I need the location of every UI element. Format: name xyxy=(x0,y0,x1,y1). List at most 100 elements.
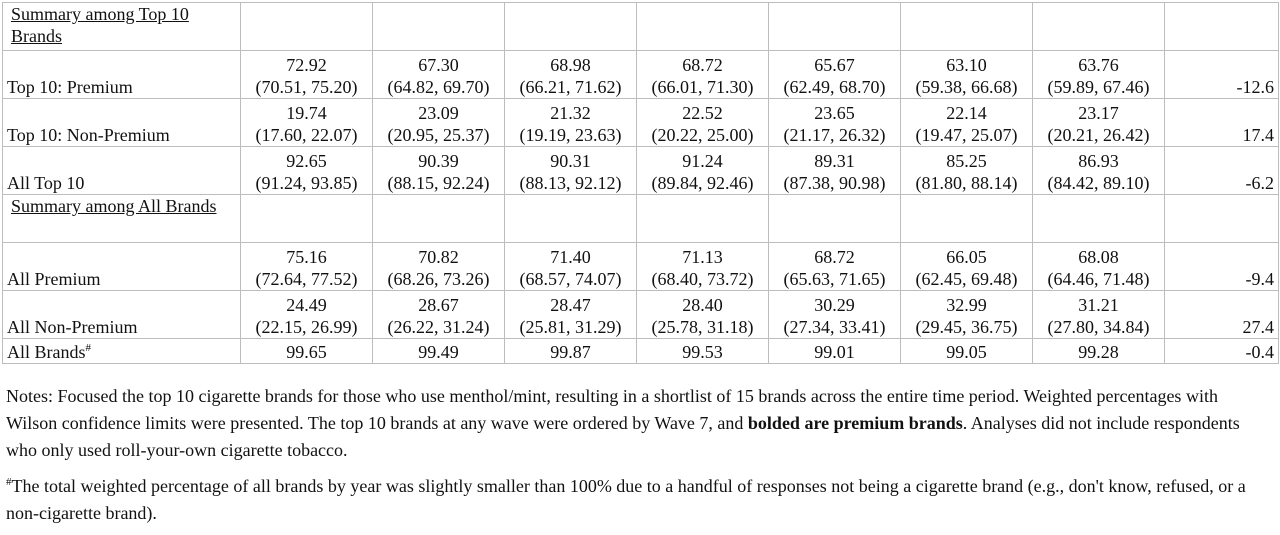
confidence-interval: (25.78, 31.18) xyxy=(651,317,754,337)
confidence-interval: (72.64, 77.52) xyxy=(255,269,358,289)
notes-bold-text: bolded are premium brands xyxy=(747,413,963,433)
estimate-value: 71.40 xyxy=(550,247,591,267)
empty-cell xyxy=(1032,2,1165,51)
confidence-interval: (70.51, 75.20) xyxy=(255,77,358,97)
confidence-interval: (29.45, 36.75) xyxy=(915,317,1018,337)
confidence-interval: (62.45, 69.48) xyxy=(915,269,1018,289)
value-cell: 75.16 (72.64, 77.52) xyxy=(240,242,373,291)
confidence-interval: (25.81, 31.29) xyxy=(519,317,622,337)
value-cell: 23.09 (20.95, 25.37) xyxy=(372,98,505,147)
notes-text-b: . Analyses did not include respondents w… xyxy=(6,413,1240,460)
confidence-interval: (20.22, 25.00) xyxy=(651,125,754,145)
estimate-value: 21.32 xyxy=(550,103,591,123)
value-cell: 24.49 (22.15, 26.99) xyxy=(240,290,373,339)
estimate-value: 31.21 xyxy=(1078,295,1119,315)
estimate-value: 23.17 xyxy=(1078,103,1119,123)
section-row: Summary among All Brands xyxy=(2,194,1279,243)
empty-cell xyxy=(900,194,1033,243)
confidence-interval: (68.57, 74.07) xyxy=(519,269,622,289)
change-cell: -12.6 xyxy=(1164,50,1279,99)
empty-cell xyxy=(240,2,373,51)
estimate-value: 75.16 xyxy=(286,247,327,267)
value-cell: 68.72 (66.01, 71.30) xyxy=(636,50,769,99)
row-label-cell: All Brands# xyxy=(2,338,241,364)
estimate-value: 92.65 xyxy=(286,151,327,171)
value-cell: 19.74 (17.60, 22.07) xyxy=(240,98,373,147)
estimate-value: 90.31 xyxy=(550,151,591,171)
confidence-interval: (89.84, 92.46) xyxy=(651,173,754,193)
value-cell: 30.29 (27.34, 33.41) xyxy=(768,290,901,339)
estimate-value: 68.72 xyxy=(814,247,855,267)
confidence-interval: (19.19, 23.63) xyxy=(519,125,622,145)
confidence-interval: (59.89, 67.46) xyxy=(1047,77,1150,97)
confidence-interval: (20.21, 26.42) xyxy=(1047,125,1150,145)
confidence-interval: (21.17, 26.32) xyxy=(783,125,886,145)
confidence-interval: (87.38, 90.98) xyxy=(783,173,886,193)
empty-cell xyxy=(240,194,373,243)
value-cell: 99.05 xyxy=(900,338,1033,364)
value-cell: 22.52 (20.22, 25.00) xyxy=(636,98,769,147)
value-cell: 99.87 xyxy=(504,338,637,364)
confidence-interval: (88.13, 92.12) xyxy=(519,173,622,193)
value-cell: 23.17 (20.21, 26.42) xyxy=(1032,98,1165,147)
estimate-value: 66.05 xyxy=(946,247,987,267)
change-cell: 27.4 xyxy=(1164,290,1279,339)
value-cell: 91.24 (89.84, 92.46) xyxy=(636,146,769,195)
value-cell: 72.92 (70.51, 75.20) xyxy=(240,50,373,99)
confidence-interval: (68.40, 73.72) xyxy=(651,269,754,289)
value-cell: 68.98 (66.21, 71.62) xyxy=(504,50,637,99)
section-label: Summary among Top 10 Brands xyxy=(11,4,189,46)
confidence-interval: (59.38, 66.68) xyxy=(915,77,1018,97)
empty-cell xyxy=(636,194,769,243)
empty-cell xyxy=(504,2,637,51)
estimate-value: 91.24 xyxy=(682,151,723,171)
summary-table-body: Summary among Top 10 Brands Top 10: Premi… xyxy=(2,2,1279,364)
confidence-interval: (84.42, 89.10) xyxy=(1047,173,1150,193)
estimate-value: 63.10 xyxy=(946,55,987,75)
estimate-value: 24.49 xyxy=(286,295,327,315)
change-cell: 17.4 xyxy=(1164,98,1279,147)
estimate-value: 22.52 xyxy=(682,103,723,123)
estimate-value: 23.09 xyxy=(418,103,459,123)
value-cell: 99.28 xyxy=(1032,338,1165,364)
confidence-interval: (20.95, 25.37) xyxy=(387,125,490,145)
confidence-interval: (81.80, 88.14) xyxy=(915,173,1018,193)
confidence-interval: (62.49, 68.70) xyxy=(783,77,886,97)
value-cell: 21.32 (19.19, 23.63) xyxy=(504,98,637,147)
empty-cell xyxy=(636,2,769,51)
footnote-mark: # xyxy=(6,476,12,488)
table-row: Top 10: Non-Premium 19.74 (17.60, 22.07) 23… xyxy=(2,98,1279,147)
estimate-value: 63.76 xyxy=(1078,55,1119,75)
table-row: All Non-Premium 24.49 (22.15, 26.99) 28.67(… xyxy=(2,290,1279,339)
value-cell: 99.65 xyxy=(240,338,373,364)
confidence-interval: (66.01, 71.30) xyxy=(651,77,754,97)
value-cell: 70.82 (68.26, 73.26) xyxy=(372,242,505,291)
table-row: All Brands# 99.65 99.49 99.87 99.53 99.01 99.0… xyxy=(2,338,1279,364)
row-label: Top 10: Non-Premium xyxy=(2,98,241,147)
empty-cell xyxy=(372,194,505,243)
confidence-interval: (66.21, 71.62) xyxy=(519,77,622,97)
section-label: Summary among All Brands xyxy=(11,196,217,216)
estimate-value: 71.13 xyxy=(682,247,723,267)
confidence-interval: (91.24, 93.85) xyxy=(255,173,358,193)
confidence-interval: (27.80, 34.84) xyxy=(1047,317,1150,337)
footnote-mark: # xyxy=(85,342,92,354)
value-cell: 71.40 (68.57, 74.07) xyxy=(504,242,637,291)
value-cell: 71.13 (68.40, 73.72) xyxy=(636,242,769,291)
value-cell: 28.67 (26.22, 31.24) xyxy=(372,290,505,339)
estimate-value: 32.99 xyxy=(946,295,987,315)
summary-table: Summary among Top 10 Brands Top 10: Premi… xyxy=(2,2,1279,364)
estimate-value: 68.08 xyxy=(1078,247,1119,267)
value-cell: 90.39 (88.15, 92.24) xyxy=(372,146,505,195)
confidence-interval: (22.15, 26.99) xyxy=(255,317,358,337)
confidence-interval: (65.63, 71.65) xyxy=(783,269,886,289)
notes-paragraph: Notes: Focused the top 10 cigarette bran… xyxy=(6,383,1256,464)
estimate-value: 86.93 xyxy=(1078,151,1119,171)
empty-cell xyxy=(1164,194,1279,243)
value-cell: 68.08 (64.46, 71.48) xyxy=(1032,242,1165,291)
confidence-interval: (68.26, 73.26) xyxy=(387,269,490,289)
value-cell: 86.93 (84.42, 89.10) xyxy=(1032,146,1165,195)
row-label: Top 10: Premium xyxy=(2,50,241,99)
value-cell: 92.65 (91.24, 93.85) xyxy=(240,146,373,195)
estimate-value: 22.14 xyxy=(946,103,987,123)
